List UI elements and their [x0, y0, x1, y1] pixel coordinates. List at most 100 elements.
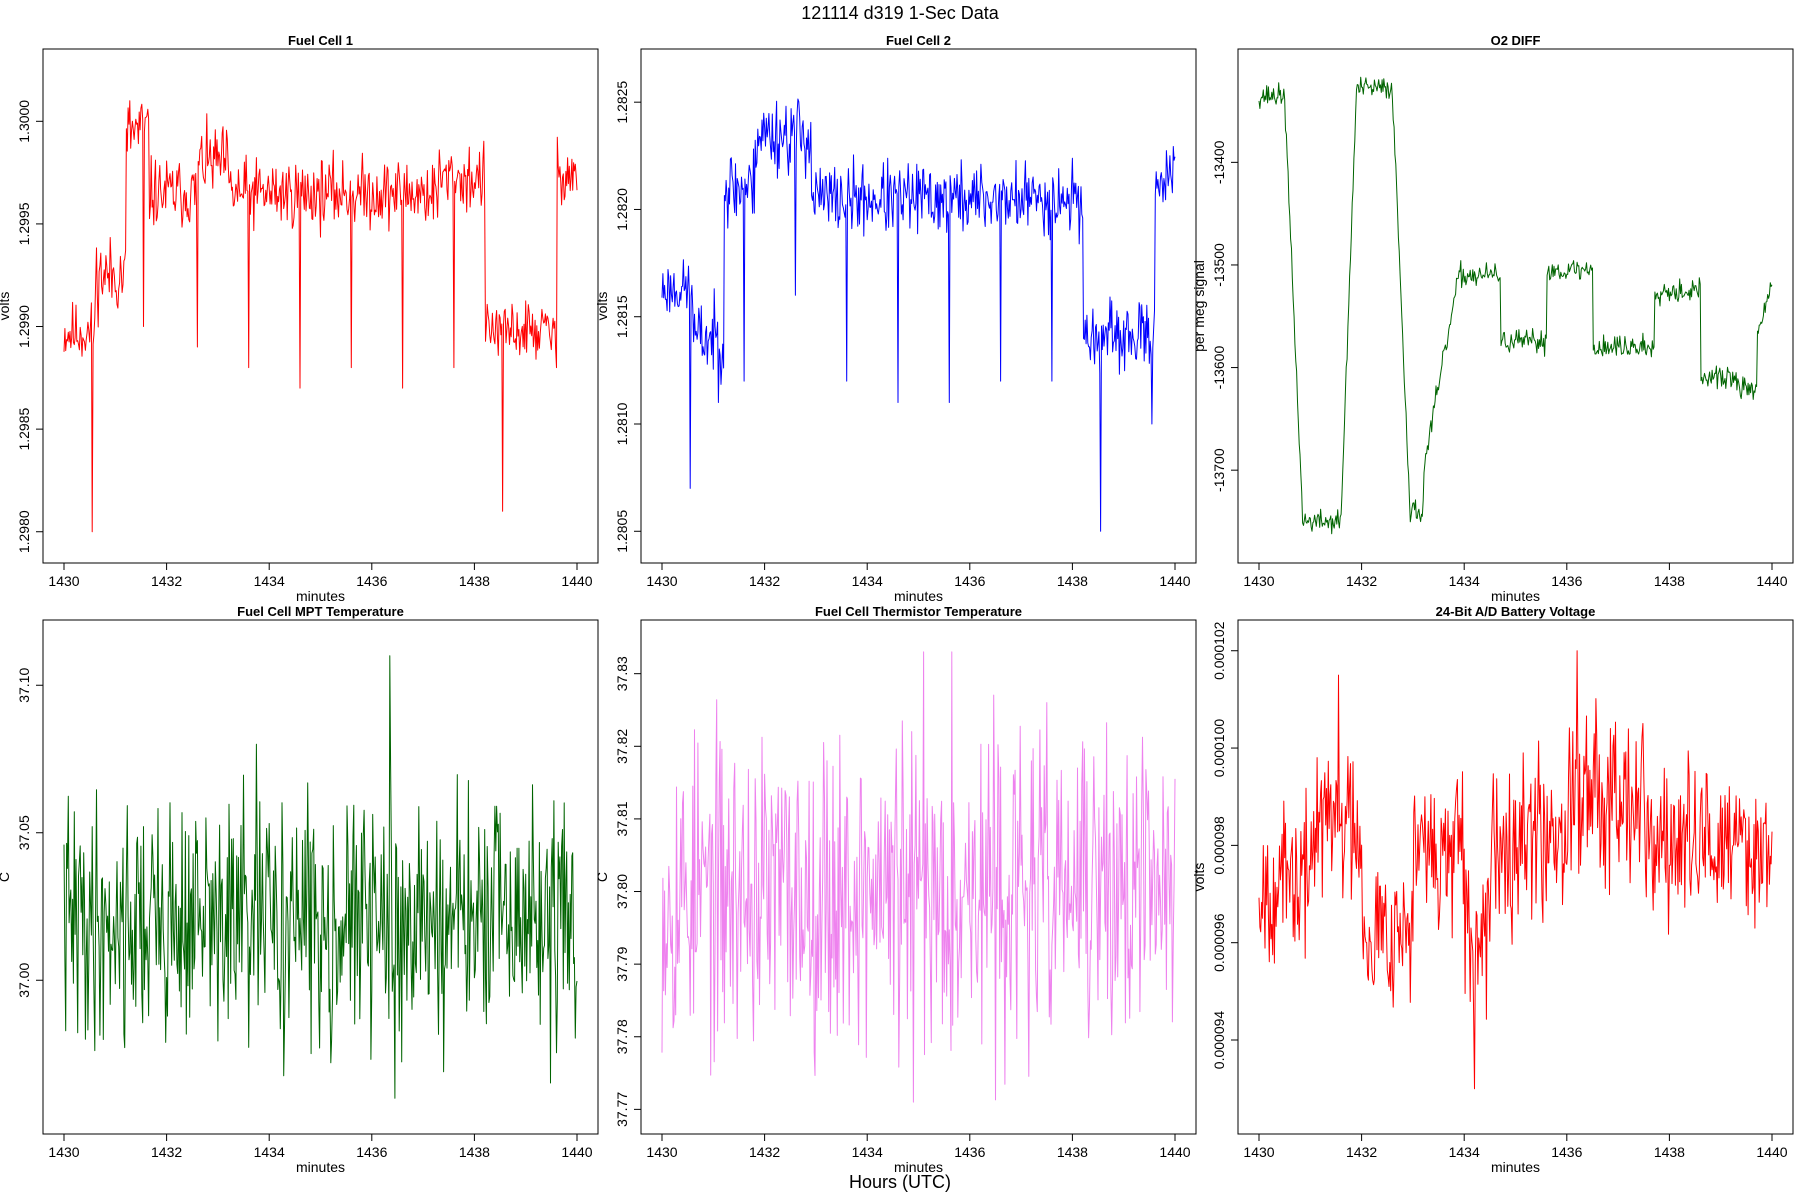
x-tick-label: 1434	[1449, 1144, 1480, 1160]
y-tick-label: 0.000096	[1211, 913, 1227, 972]
x-axis: 1430 1432 1434 1436 1438 1440 minutes	[1243, 1133, 1788, 1175]
y-tick-label: 0.000100	[1211, 719, 1227, 778]
plot-frame	[42, 48, 599, 564]
y-tick-label: 37.78	[614, 1019, 630, 1054]
x-tick-label: 1440	[561, 1144, 592, 1160]
y-axis-label: C	[594, 872, 610, 882]
x-axis-label: minutes	[1491, 588, 1540, 604]
x-axis-label: minutes	[296, 1159, 345, 1175]
y-tick-label: 1.2805	[614, 510, 630, 553]
x-axis: 1430 1432 1434 1436 1438 1440 minutes	[1243, 562, 1788, 604]
x-tick-label: 1430	[646, 1144, 677, 1160]
x-tick-label: 1440	[1159, 573, 1190, 589]
panel-title: Fuel Cell Thermistor Temperature	[815, 604, 1022, 619]
y-tick-label: 1.2985	[16, 408, 32, 451]
x-axis: 1430 1432 1434 1436 1438 1440 minutes	[48, 562, 593, 604]
x-tick-label: 1440	[1756, 573, 1787, 589]
y-tick-label: 1.2825	[614, 81, 630, 124]
plot-frame	[1237, 48, 1794, 564]
y-tick-label: 1.2820	[614, 188, 630, 231]
x-axis: 1430 1432 1434 1436 1438 1440 minutes	[646, 1133, 1191, 1175]
x-tick-label: 1434	[254, 1144, 285, 1160]
x-axis: 1430 1432 1434 1436 1438 1440 minutes	[646, 562, 1191, 604]
y-tick-label: 37.82	[614, 729, 630, 764]
y-tick-label: 1.2995	[16, 202, 32, 245]
panels: Fuel Cell 1 1430 1432 1434 1436 1438 1440 minut…	[0, 33, 1794, 1175]
panel-title: Fuel Cell 2	[886, 33, 951, 48]
y-axis-label: volts	[0, 292, 12, 321]
panel-5: Fuel Cell Thermistor Temperature 1430 1432…	[594, 604, 1197, 1175]
panel-title: Fuel Cell 1	[288, 33, 353, 48]
series-line	[1258, 76, 1773, 535]
panel-title: Fuel Cell MPT Temperature	[237, 604, 404, 619]
y-tick-label: -13600	[1211, 346, 1227, 390]
x-tick-label: 1436	[954, 1144, 985, 1160]
x-tick-label: 1430	[1243, 1144, 1274, 1160]
x-tick-label: 1436	[1551, 573, 1582, 589]
x-tick-label: 1440	[1756, 1144, 1787, 1160]
y-tick-label: 0.000098	[1211, 816, 1227, 875]
x-tick-label: 1438	[459, 1144, 490, 1160]
x-tick-label: 1432	[749, 573, 780, 589]
series-line	[661, 98, 1176, 532]
figure-title: 121114 d319 1-Sec Data	[801, 3, 999, 23]
x-tick-label: 1432	[1346, 573, 1377, 589]
y-axis: 0.000094 0.000096 0.000098 0.000100 0.000102…	[1191, 621, 1239, 1070]
y-tick-label: 1.2810	[614, 402, 630, 445]
x-tick-label: 1430	[48, 573, 79, 589]
x-tick-label: 1436	[356, 1144, 387, 1160]
x-tick-label: 1440	[1159, 1144, 1190, 1160]
y-tick-label: 0.000094	[1211, 1011, 1227, 1070]
y-tick-label: -13700	[1211, 448, 1227, 492]
y-tick-label: -13500	[1211, 243, 1227, 287]
x-tick-label: 1432	[749, 1144, 780, 1160]
y-axis: 37.77 37.78 37.79 37.80 37.81 37.82 37.83 C	[594, 656, 642, 1127]
y-axis-label: volts	[1191, 863, 1207, 892]
y-tick-label: 1.2815	[614, 295, 630, 338]
x-axis-label: minutes	[894, 588, 943, 604]
x-axis-label: minutes	[1491, 1159, 1540, 1175]
panel-2: Fuel Cell 2 1430 1432 1434 1436 1438 1440 minut…	[594, 33, 1197, 604]
x-tick-label: 1438	[1057, 1144, 1088, 1160]
y-tick-label: 37.05	[16, 815, 32, 850]
x-tick-label: 1432	[151, 1144, 182, 1160]
x-tick-label: 1436	[1551, 1144, 1582, 1160]
x-tick-label: 1430	[48, 1144, 79, 1160]
x-tick-label: 1430	[1243, 573, 1274, 589]
x-tick-label: 1432	[151, 573, 182, 589]
figure-xlabel: Hours (UTC)	[849, 1172, 951, 1192]
x-tick-label: 1432	[1346, 1144, 1377, 1160]
x-tick-label: 1430	[646, 573, 677, 589]
y-tick-label: -13400	[1211, 140, 1227, 184]
y-tick-label: 37.79	[614, 946, 630, 981]
panel-1: Fuel Cell 1 1430 1432 1434 1436 1438 1440 minut…	[0, 33, 599, 604]
x-tick-label: 1438	[1654, 1144, 1685, 1160]
y-axis: 1.2805 1.2810 1.2815 1.2820 1.2825 volts	[594, 81, 642, 553]
x-axis-label: minutes	[296, 588, 345, 604]
y-tick-label: 37.83	[614, 656, 630, 691]
x-tick-label: 1434	[1449, 573, 1480, 589]
x-tick-label: 1438	[1057, 573, 1088, 589]
y-axis: -13700 -13600 -13500 -13400 per meg signal	[1191, 140, 1239, 492]
y-tick-label: 37.81	[614, 801, 630, 836]
x-tick-label: 1434	[254, 573, 285, 589]
series-line	[63, 655, 578, 1099]
series-line	[63, 100, 578, 533]
x-axis: 1430 1432 1434 1436 1438 1440 minutes	[48, 1133, 593, 1175]
y-tick-label: 1.2980	[16, 510, 32, 553]
y-tick-label: 1.2990	[16, 305, 32, 348]
x-tick-label: 1438	[1654, 573, 1685, 589]
x-tick-label: 1440	[561, 573, 592, 589]
y-tick-label: 1.3000	[16, 100, 32, 143]
series-line	[1258, 650, 1773, 1090]
y-tick-label: 37.80	[614, 874, 630, 909]
x-axis-label: minutes	[894, 1159, 943, 1175]
panel-title: O2 DIFF	[1491, 33, 1541, 48]
x-tick-label: 1438	[459, 573, 490, 589]
x-tick-label: 1434	[852, 1144, 883, 1160]
plot-frame	[1237, 619, 1794, 1135]
y-tick-label: 37.10	[16, 668, 32, 703]
